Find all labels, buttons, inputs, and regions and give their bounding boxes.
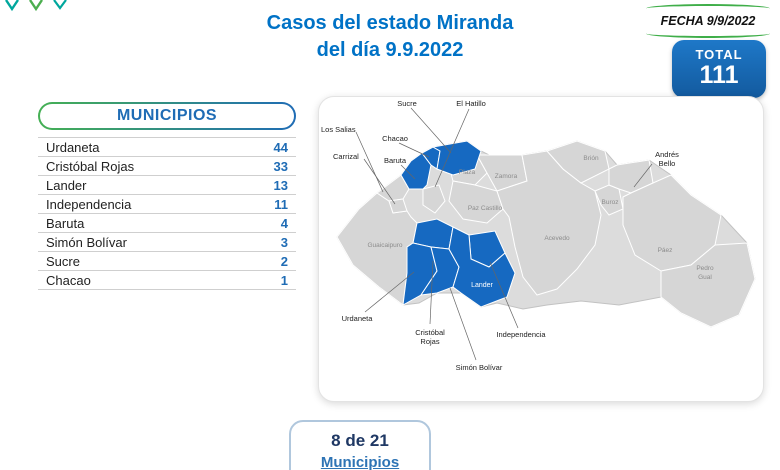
- map-label-buroz: Buroz: [602, 199, 619, 206]
- map-label-baruta: Baruta: [384, 156, 407, 165]
- map-region-el-hatillo: [422, 184, 446, 214]
- table-row: Chacao 1: [38, 271, 296, 290]
- municipio-cases: 1: [280, 272, 288, 288]
- map-label-plaza: Plaza: [459, 169, 476, 176]
- table-row: Independencia 11: [38, 195, 296, 214]
- date-text: FECHA 9/9/2022: [660, 14, 756, 28]
- municipio-name: Chacao: [46, 272, 91, 288]
- map-label-pedro-gual-line1: Pedro: [696, 265, 714, 272]
- map-label-urdaneta: Urdaneta: [342, 314, 374, 323]
- map-region-los-salias: [376, 174, 410, 202]
- map-label-chacao: Chacao: [382, 134, 408, 143]
- date-banner: FECHA 9/9/2022: [644, 4, 772, 38]
- map-label-lander: Lander: [471, 282, 493, 289]
- leader-baruta: [400, 164, 416, 180]
- map-label-pedro-gual-line2: Gual: [698, 274, 712, 281]
- page-title-line1: Casos del estado Miranda: [266, 12, 514, 34]
- municipio-cases: 33: [273, 158, 288, 174]
- table-row: Simón Bolívar 3: [38, 233, 296, 252]
- leader-andres-bello: [633, 163, 653, 188]
- leader-chacao: [398, 142, 430, 158]
- map-label-paez: Páez: [658, 247, 673, 254]
- municipio-cases: 3: [280, 234, 288, 250]
- map-label-cristobal-rojas-line1: Cristóbal: [415, 328, 445, 337]
- municipio-cases: 44: [273, 139, 288, 155]
- municipios-table: Urdaneta 44 Cristóbal Rojas 33 Lander 13…: [38, 137, 296, 290]
- map-region-pedro-gual: [660, 242, 756, 328]
- table-row: Baruta 4: [38, 214, 296, 233]
- leader-sucre: [410, 107, 452, 154]
- map-label-brion: Brión: [583, 155, 599, 162]
- map-label-guaicaipuro: Guaicaipuro: [367, 242, 402, 249]
- municipio-name: Lander: [46, 177, 87, 193]
- map-region-paez: [622, 174, 722, 272]
- map-label-carrizal: Carrizal: [333, 152, 359, 161]
- table-row: Lander 13: [38, 176, 296, 195]
- map-region-carrizal: [388, 198, 408, 214]
- summary-label: Municipios: [320, 454, 400, 470]
- leader-urdaneta: [364, 271, 415, 313]
- total-value: 111: [699, 61, 739, 89]
- page-title-line2: del día 9.9.2022: [316, 39, 464, 61]
- municipio-cases: 4: [280, 215, 288, 231]
- total-label: TOTAL: [695, 47, 743, 62]
- green-arc-top: [646, 4, 770, 13]
- municipio-cases: 13: [273, 177, 288, 193]
- leader-el-hatillo: [434, 108, 470, 188]
- map-label-sucre: Sucre: [397, 99, 417, 108]
- miranda-map: Sucre El Hatillo Los Salias Chacao Carri…: [321, 99, 756, 372]
- municipios-header: MUNICIPIOS: [40, 104, 294, 128]
- leader-cristobal-rojas: [429, 260, 434, 325]
- municipio-cases: 2: [280, 253, 288, 269]
- map-region-sucre-highlighted: [431, 140, 482, 176]
- leader-los-salias: [355, 131, 384, 193]
- summary-count: 8 de 21: [331, 431, 389, 450]
- map-label-andres-bello-line1: Andrés: [655, 150, 679, 159]
- green-arc-bottom: [646, 29, 770, 38]
- map-label-cristobal-rojas-line2: Rojas: [420, 337, 439, 346]
- municipio-name: Baruta: [46, 215, 85, 231]
- leader-simon-bolivar: [449, 287, 477, 361]
- map-label-los-salias: Los Salias: [321, 125, 356, 134]
- municipio-name: Simón Bolívar: [46, 234, 127, 250]
- page-title: Casos del estado Miranda del día 9.9.202…: [120, 10, 660, 64]
- municipio-name: Urdaneta: [46, 139, 100, 155]
- map-region-lander-highlighted: [448, 226, 516, 308]
- map-label-zamora: Zamora: [495, 173, 518, 180]
- table-row: Cristóbal Rojas 33: [38, 157, 296, 176]
- summary-box: 8 de 21 Municipios: [289, 420, 431, 470]
- total-badge: TOTAL 111: [672, 40, 766, 98]
- municipio-name: Independencia: [46, 196, 132, 212]
- logo-fragment: [5, 0, 67, 12]
- map-label-paz-castillo: Paz Castillo: [468, 205, 503, 212]
- map-region-baruta-highlighted: [400, 152, 432, 190]
- miranda-map-card: Sucre El Hatillo Los Salias Chacao Carri…: [318, 96, 764, 402]
- municipio-cases: 11: [274, 196, 288, 212]
- map-label-andres-bello-line2: Bello: [659, 159, 676, 168]
- map-label-el-hatillo: El Hatillo: [456, 99, 486, 108]
- table-row: Urdaneta 44: [38, 138, 296, 157]
- municipio-name: Sucre: [46, 253, 80, 269]
- map-label-acevedo: Acevedo: [544, 235, 570, 242]
- map-region-paz-castillo: [448, 180, 504, 224]
- table-row: Sucre 2: [38, 252, 296, 271]
- leader-independencia: [489, 261, 519, 329]
- municipios-panel: MUNICIPIOS Urdaneta 44 Cristóbal Rojas 3…: [38, 102, 296, 290]
- leader-carrizal: [363, 158, 396, 205]
- municipios-header-border: MUNICIPIOS: [38, 102, 296, 130]
- map-label-simon-bolivar: Simón Bolívar: [456, 363, 503, 372]
- municipio-name: Cristóbal Rojas: [46, 158, 135, 174]
- map-label-independencia: Independencia: [496, 330, 546, 339]
